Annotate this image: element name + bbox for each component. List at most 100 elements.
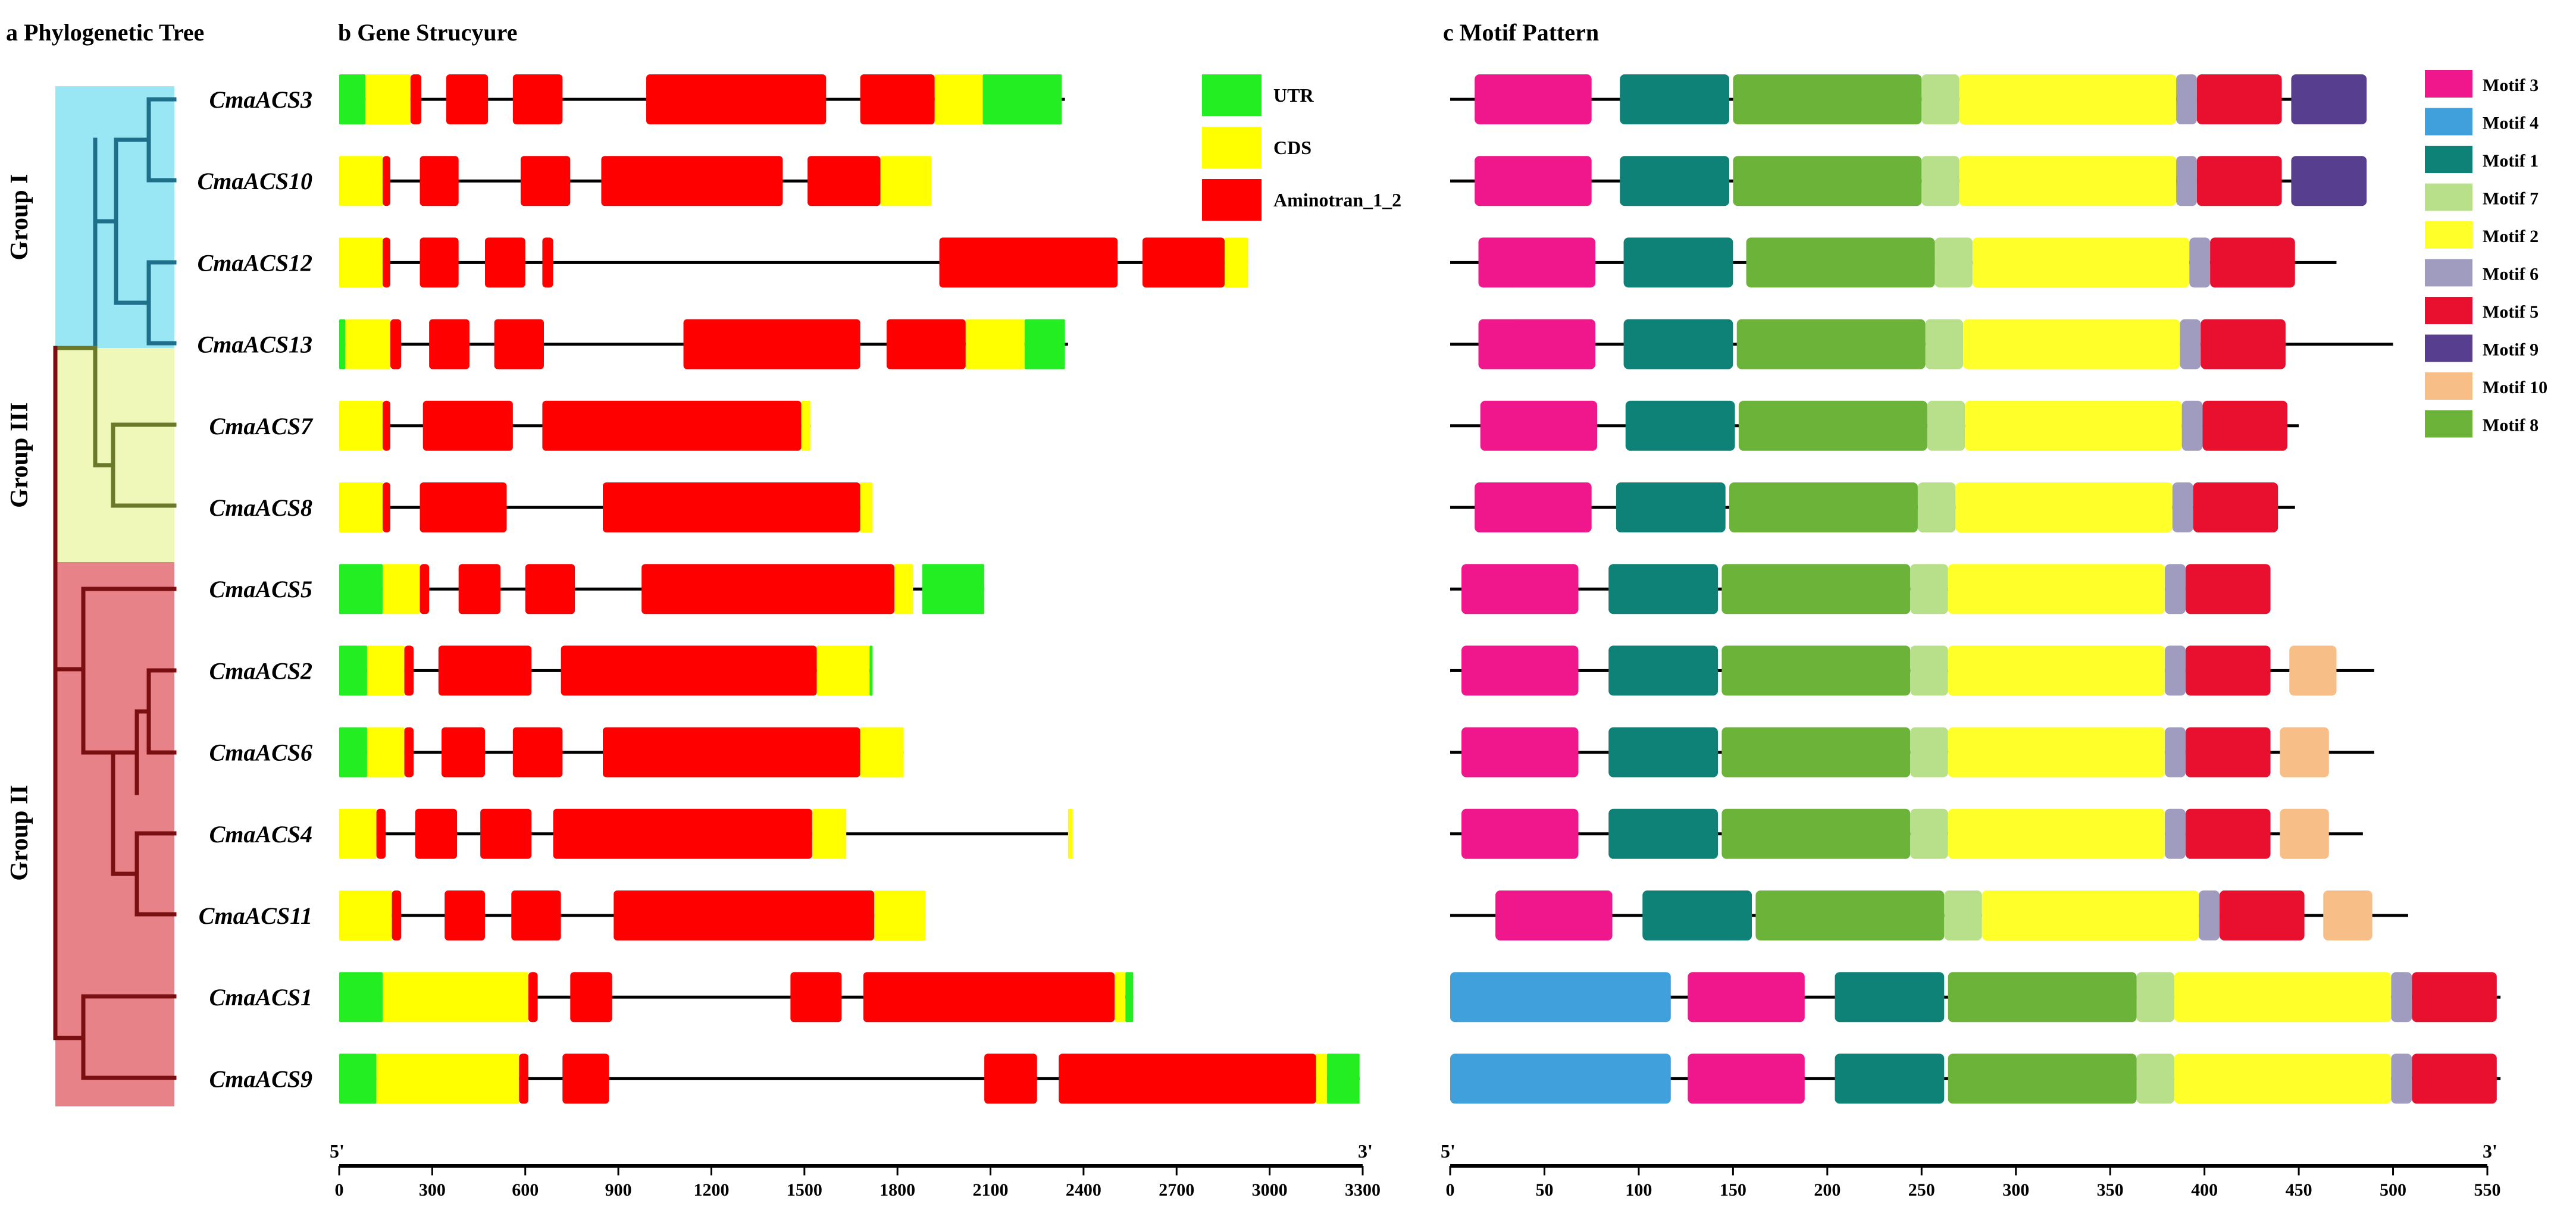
cds-block <box>801 400 811 451</box>
motif-row <box>1450 972 2501 1023</box>
motif-axis-tick-label: 300 <box>2002 1180 2029 1200</box>
motif-legend-swatch-9 <box>2425 334 2472 362</box>
motif-axis-tick-label: 500 <box>2380 1180 2406 1200</box>
gene-structure-row <box>339 727 904 777</box>
aminotran-block <box>458 564 501 614</box>
cds-block <box>339 890 392 940</box>
gene-axis-tick-label: 2700 <box>1159 1180 1194 1200</box>
aminotran-block <box>542 400 802 451</box>
motif-legend-label-2: Motif 2 <box>2483 227 2539 246</box>
cds-block <box>1316 1053 1328 1104</box>
aminotran-block <box>404 727 414 777</box>
motif-5-block <box>2210 237 2295 288</box>
aminotran-block <box>382 237 390 288</box>
motif-7-block <box>1925 319 1963 369</box>
motif-8-block <box>1755 890 1945 940</box>
utr-block <box>339 74 366 124</box>
motif-legend-swatch-4 <box>2425 108 2472 136</box>
motif-8-block <box>1729 482 1918 532</box>
motif-1-block <box>1625 400 1735 451</box>
aminotran-block <box>603 727 860 777</box>
aminotran-block <box>376 808 386 859</box>
cds-block <box>934 74 983 124</box>
gene-axis-end: 3' <box>1358 1140 1373 1162</box>
motif-6-block <box>2176 156 2197 206</box>
legend-label-utr: UTR <box>1273 84 1314 106</box>
motif-row <box>1450 319 2393 369</box>
motif-legend-swatch-8 <box>2425 410 2472 438</box>
legend-swatch-utr <box>1202 74 1262 116</box>
motif-legend-swatch-2 <box>2425 221 2472 249</box>
motif-legend-label-3: Motif 3 <box>2483 76 2539 95</box>
motif-legend-swatch-5 <box>2425 297 2472 324</box>
motif-8-block <box>1733 156 1922 206</box>
motif-3-block <box>1478 319 1596 369</box>
motif-5-block <box>2193 482 2278 532</box>
motif-5-block <box>2185 645 2271 696</box>
group-i-label: Group I <box>6 174 33 260</box>
motif-1-block <box>1620 156 1730 206</box>
gene-label: CmaACS10 <box>198 168 312 195</box>
gene-structure-row <box>339 74 1065 124</box>
motif-5-block <box>2412 972 2497 1023</box>
aminotran-block <box>790 972 842 1023</box>
motif-7-block <box>1935 237 1973 288</box>
gene-label: CmaACS13 <box>198 331 312 358</box>
aminotran-block <box>429 319 469 369</box>
cds-block <box>874 890 926 940</box>
motif-2-block <box>1982 890 2199 940</box>
aminotran-block <box>683 319 860 369</box>
motif-row <box>1450 482 2295 532</box>
motif-row <box>1450 1053 2501 1104</box>
aminotran-block <box>442 727 485 777</box>
aminotran-block <box>494 319 544 369</box>
motif-3-block <box>1461 808 1579 859</box>
aminotran-block <box>446 74 489 124</box>
gene-label: CmaACS1 <box>209 984 312 1011</box>
motif-7-block <box>1917 482 1956 532</box>
motif-3-block <box>1478 237 1596 288</box>
utr-block <box>1024 319 1065 369</box>
motif-6-block <box>2391 1053 2412 1104</box>
motif-axis-end: 3' <box>2483 1140 2497 1162</box>
aminotran-block <box>512 74 563 124</box>
utr-block <box>1125 972 1134 1023</box>
aminotran-block <box>512 727 563 777</box>
motif-6-block <box>2199 890 2220 940</box>
aminotran-block <box>382 400 390 451</box>
legend-swatch-cds <box>1202 127 1262 168</box>
motif-7-block <box>1921 156 1960 206</box>
gene-structure-row <box>339 808 1073 859</box>
motif-5-block <box>2185 808 2271 859</box>
cds-block <box>1115 972 1126 1023</box>
aminotran-block <box>420 156 459 206</box>
gene-axis-tick-label: 0 <box>335 1180 344 1200</box>
cds-block <box>365 74 411 124</box>
motif-row <box>1450 727 2374 777</box>
motif-6-block <box>2176 74 2197 124</box>
motif-legend-label-4: Motif 4 <box>2483 114 2539 133</box>
gene-label: CmaACS6 <box>209 739 312 766</box>
motif-8-block <box>1746 237 1935 288</box>
aminotran-block <box>641 564 894 614</box>
gene-axis-tick-label: 3000 <box>1252 1180 1288 1200</box>
cds-block <box>345 319 390 369</box>
motif-legend-swatch-1 <box>2425 146 2472 173</box>
tree-branch <box>93 346 115 468</box>
aminotran-block <box>614 890 875 940</box>
aminotran-block <box>939 237 1118 288</box>
motif-1-block <box>1616 482 1726 532</box>
motif-1-block <box>1623 319 1733 369</box>
motif-6-block <box>2189 237 2211 288</box>
motif-7-block <box>2136 972 2174 1023</box>
motif-row <box>1450 564 2271 614</box>
motif-6-block <box>2391 972 2412 1023</box>
motif-10-block <box>2289 645 2337 696</box>
motif-axis-tick-label: 400 <box>2191 1180 2218 1200</box>
motif-axis-start: 5' <box>1441 1140 1456 1162</box>
title-gene-structure: b Gene Strucyure <box>338 19 517 46</box>
aminotran-block <box>601 156 783 206</box>
aminotran-block <box>528 972 538 1023</box>
motif-6-block <box>2180 319 2201 369</box>
motif-2-block <box>1965 400 2182 451</box>
